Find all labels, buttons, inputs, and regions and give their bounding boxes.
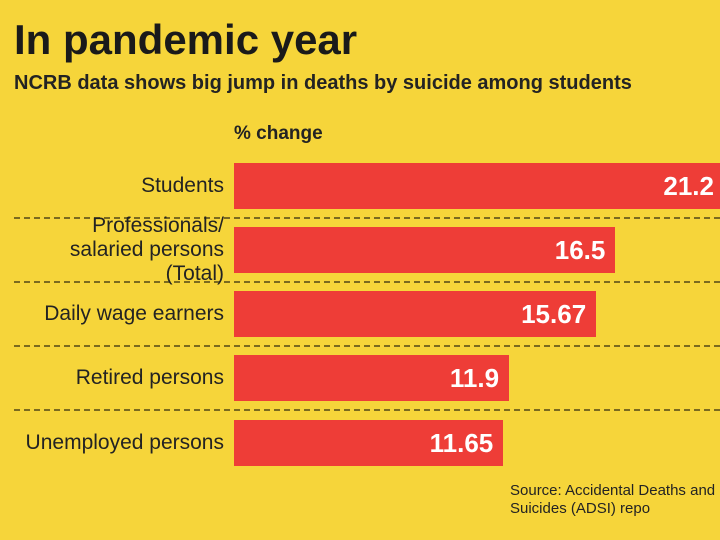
chart-row: Professionals/ salaried persons (Total)1…	[14, 219, 720, 283]
chart-row: Students21.2	[14, 155, 720, 219]
subtitle: NCRB data shows big jump in deaths by su…	[14, 72, 720, 95]
page-title: In pandemic year	[14, 18, 720, 62]
bar-area: 16.5	[234, 219, 720, 281]
chart-row: Unemployed persons11.65	[14, 411, 720, 475]
bar-area: 15.67	[234, 283, 720, 345]
category-label: Retired persons	[14, 366, 234, 390]
chart-row: Retired persons11.9	[14, 347, 720, 411]
infographic-container: In pandemic year NCRB data shows big jum…	[0, 0, 720, 540]
bar: 15.67	[234, 291, 596, 337]
category-label: Unemployed persons	[14, 431, 234, 455]
bar-area: 11.9	[234, 347, 720, 409]
source-text: Source: Accidental Deaths and Suicides (…	[510, 482, 720, 518]
category-label: Students	[14, 174, 234, 198]
bar-area: 11.65	[234, 411, 720, 475]
category-label: Daily wage earners	[14, 302, 234, 326]
bar-chart: Students21.2Professionals/ salaried pers…	[14, 155, 720, 475]
bar: 11.65	[234, 420, 503, 466]
bar-area: 21.2	[234, 155, 720, 217]
chart-row: Daily wage earners15.67	[14, 283, 720, 347]
bar: 21.2	[234, 163, 720, 209]
category-label: Professionals/ salaried persons (Total)	[14, 214, 234, 286]
bar: 11.9	[234, 355, 509, 401]
axis-label: % change	[234, 123, 720, 145]
bar: 16.5	[234, 227, 615, 273]
